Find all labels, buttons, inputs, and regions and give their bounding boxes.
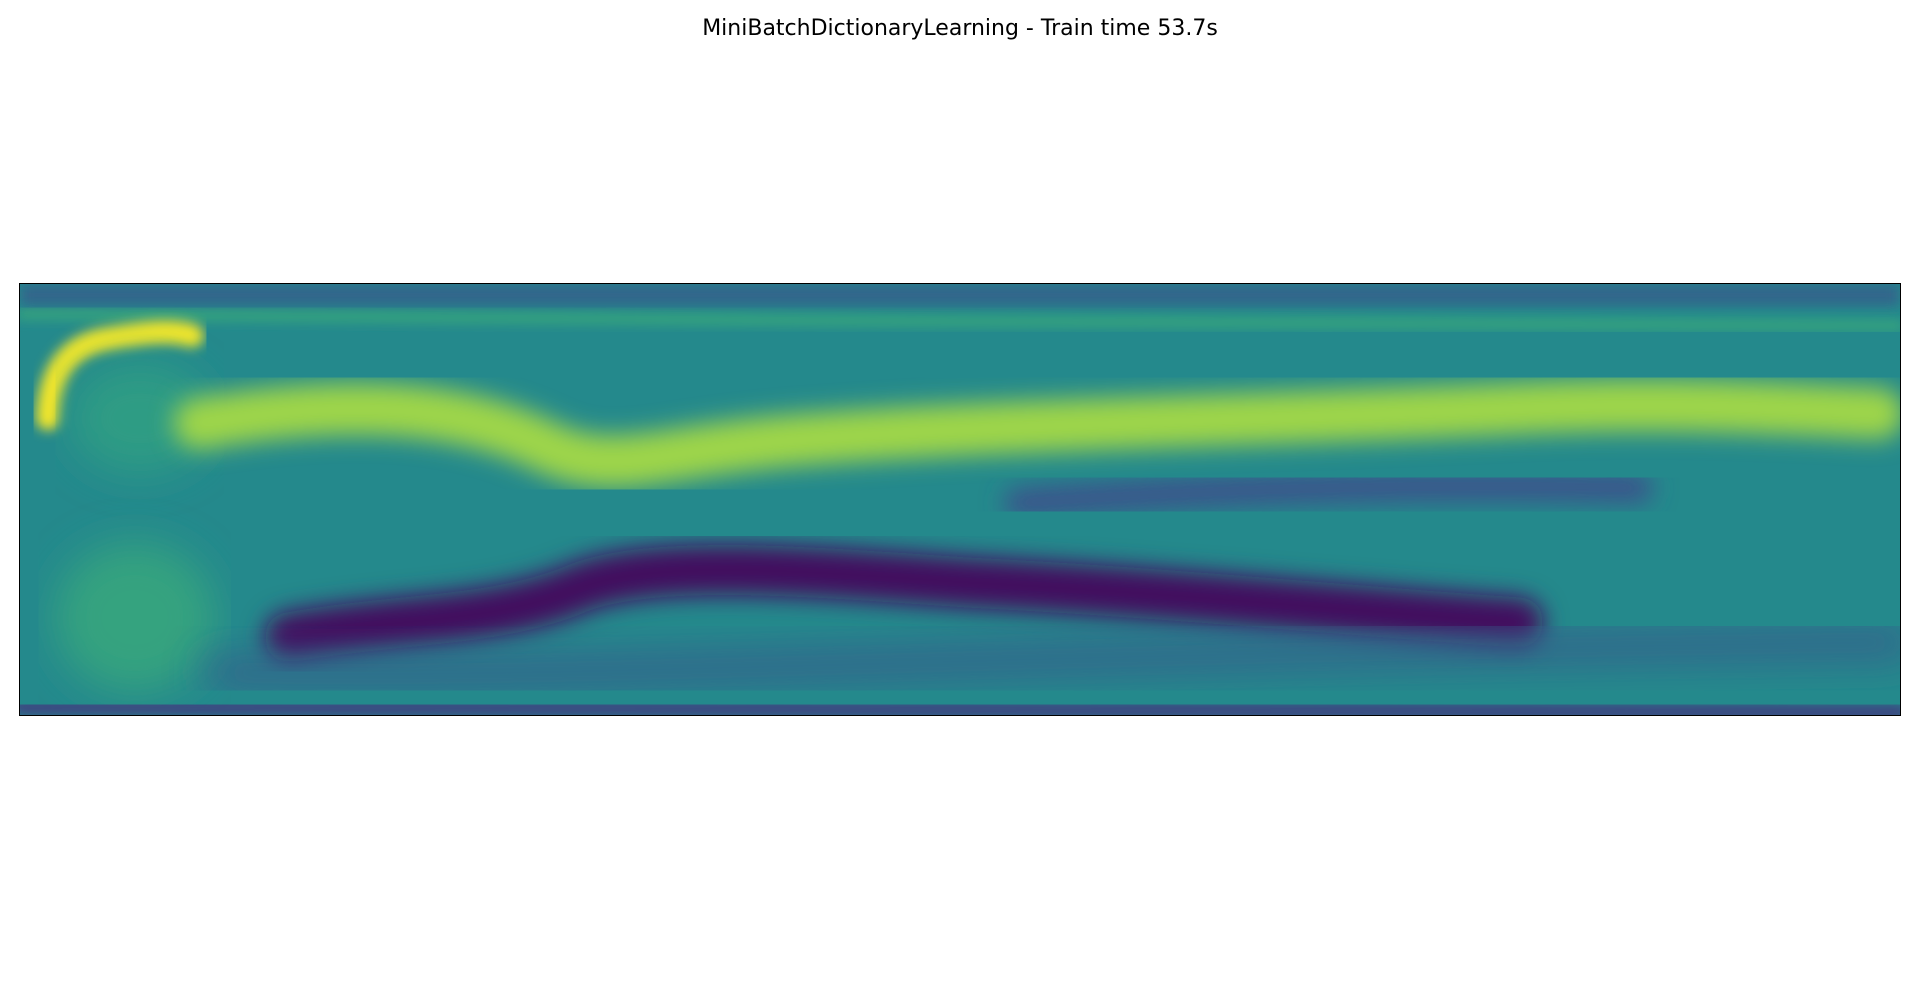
heatmap-feature-lower-blue-band xyxy=(204,627,1900,690)
heatmap-feature-dark-purple-streak xyxy=(264,545,1544,663)
heatmap-feature-bottom-dark-edge xyxy=(20,699,1900,715)
heatmap-feature-right-dark-band xyxy=(1003,471,1654,518)
heatmap-feature-yellow-arc xyxy=(35,320,204,431)
heatmap-feature-top-dark-band xyxy=(20,284,1900,306)
chart-title: MiniBatchDictionaryLearning - Train time… xyxy=(702,16,1218,41)
heatmap-feature-head-blob-lower xyxy=(54,542,215,693)
heatmap-feature-upper-light-band xyxy=(20,308,1900,331)
heatmap-feature-bright-streak xyxy=(173,379,1900,487)
heatmap-axes xyxy=(19,283,1901,716)
heatmap-feature-head-blob-upper xyxy=(69,363,210,474)
heatmap-image xyxy=(20,284,1900,715)
